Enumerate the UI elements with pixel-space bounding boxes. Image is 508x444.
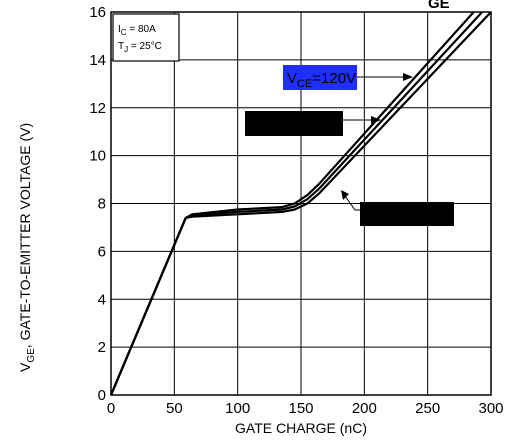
y-tick-label: 0 — [98, 387, 106, 404]
x-tick-label: 250 — [415, 400, 440, 417]
arrow-head — [371, 116, 381, 124]
y-tick-label: 6 — [98, 243, 106, 260]
top-label-fragment: GE — [428, 0, 450, 12]
series-label-background — [283, 65, 357, 90]
y-axis-title: VGE, GATE-TO-EMITTER VOLTAGE (V) — [17, 123, 37, 372]
x-tick-label: 200 — [352, 400, 377, 417]
y-tick-label: 4 — [98, 291, 106, 308]
redacted-label-2-leader — [344, 195, 360, 211]
y-tick-label: 12 — [89, 100, 106, 117]
y-tick-label: 16 — [89, 4, 106, 21]
x-tick-label: 300 — [478, 400, 503, 417]
x-tick-label: 150 — [288, 400, 313, 417]
x-tick-label: 100 — [225, 400, 250, 417]
y-tick-label: 8 — [98, 196, 106, 213]
series-lines — [111, 12, 491, 395]
x-tick-label: 0 — [107, 400, 115, 417]
plot-frame — [110, 11, 492, 396]
x-axis-title: GATE CHARGE (nC) — [235, 420, 367, 436]
series-line-3 — [111, 12, 491, 395]
arrow-head — [403, 73, 413, 81]
x-tick-labels: 0 50 100 150 200 250 300 — [107, 400, 504, 417]
x-tick-label: 50 — [166, 400, 183, 417]
y-tick-label: 10 — [89, 148, 106, 165]
conditions-box: IC = 80A TJ = 25°C — [112, 13, 180, 62]
redacted-label-1 — [245, 111, 381, 136]
series-label-vce: VCE=120V — [283, 65, 413, 90]
y-tick-label: 2 — [98, 339, 106, 356]
condition-tj: TJ = 25°C — [118, 41, 162, 54]
arrow-head — [341, 190, 349, 200]
y-tick-labels: 0 2 4 6 8 10 12 14 16 — [89, 4, 106, 404]
y-tick-label: 14 — [89, 52, 106, 69]
condition-ic: IC = 80A — [118, 24, 156, 37]
series-label-text: VCE=120V — [287, 70, 356, 90]
redacted-label-2 — [341, 190, 454, 226]
